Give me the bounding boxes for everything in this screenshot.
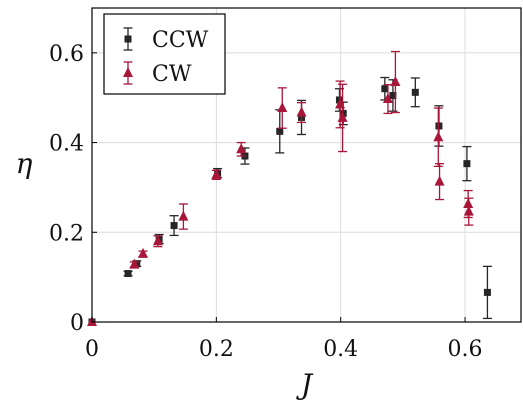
axes-frame [91,7,522,323]
cw-marker [236,143,247,154]
x-tick-label: 0.4 [323,337,358,362]
ccw-marker [276,127,284,135]
ccw-marker [170,222,178,230]
ccw-marker [124,270,132,278]
legend-ccw-label: CCW [152,28,209,53]
ccw-marker [381,85,389,93]
y-tick-label: 0.6 [49,42,84,67]
y-tick-label: 0.4 [49,132,84,157]
cw-marker [137,247,148,258]
y-tick-label: 0 [70,311,84,336]
cw-marker [337,111,348,122]
cw-marker [178,210,189,221]
legend-cw-label: CW [152,62,192,87]
y-tick-label: 0.2 [49,221,84,246]
cw-marker [152,235,163,246]
x-tick-label: 0.6 [448,337,483,362]
x-tick-label: 0 [85,337,99,362]
cw-marker [390,76,401,87]
data-layer [87,50,492,326]
legend-cw-marker [123,67,133,77]
cw-marker [296,106,307,117]
legend: CCW CW [103,13,226,95]
cw-marker [277,102,288,113]
cw-marker [463,205,474,216]
cw-marker [433,131,444,142]
y-axis-label: η [16,147,33,180]
cw-marker [211,168,222,179]
ccw-marker [483,288,491,296]
x-tick-label: 0.2 [199,337,234,362]
ccw-marker [411,88,419,96]
cw-marker [382,93,393,104]
ticks: 0 0.2 0.4 0.6 0 0.2 0.4 0.6 [49,42,483,362]
cw-marker [129,258,140,269]
legend-box [103,13,226,95]
x-axis-label: J [296,368,314,401]
legend-ccw-marker [124,35,132,43]
cw-marker [434,175,445,186]
ccw-marker [389,91,397,99]
ccw-marker [463,160,471,168]
